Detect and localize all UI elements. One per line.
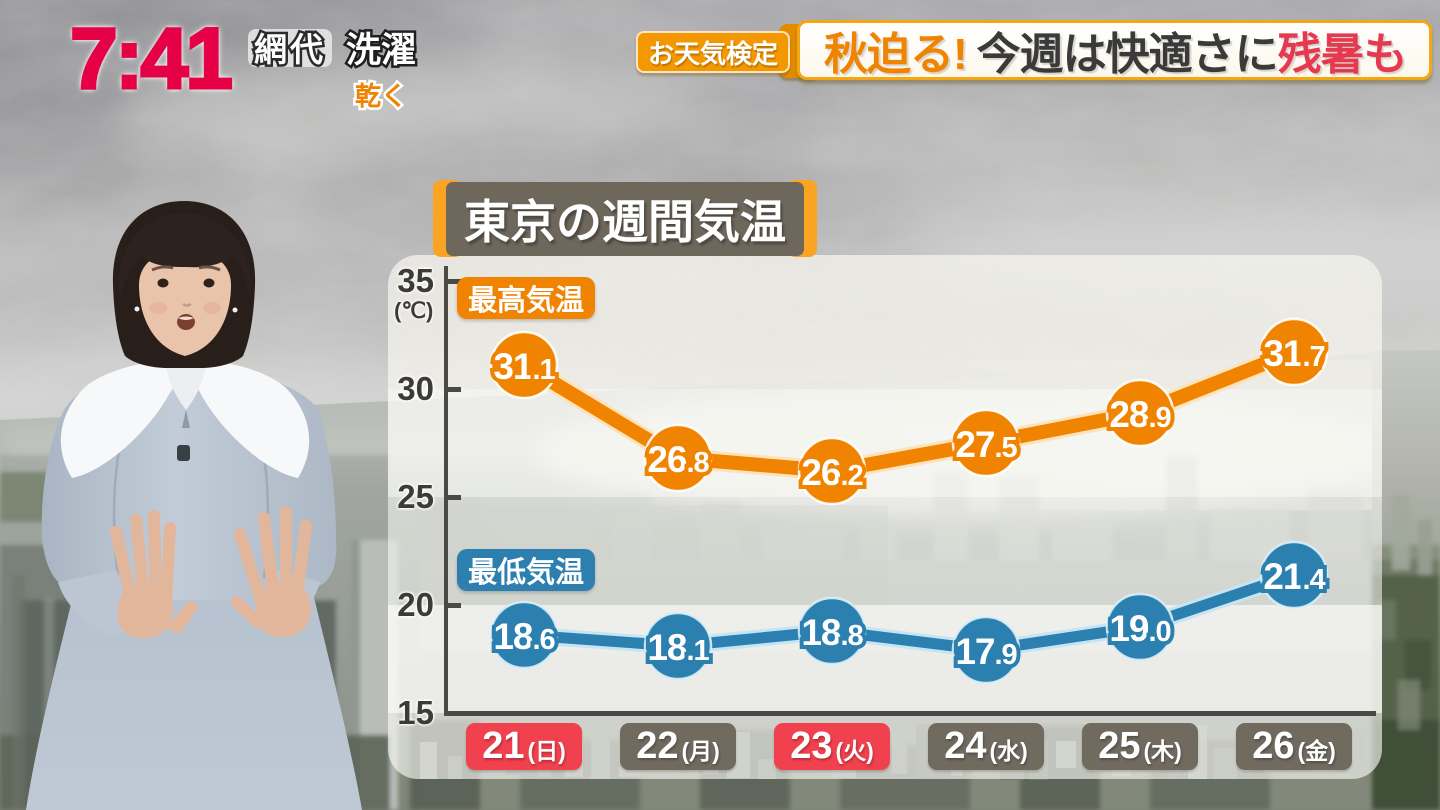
svg-text:28.9: 28.9 (1109, 394, 1171, 435)
svg-text:17.9: 17.9 (955, 631, 1017, 672)
svg-text:26.8: 26.8 (647, 439, 709, 480)
svg-text:乾く: 乾く (355, 81, 407, 111)
svg-text:26.2: 26.2 (801, 452, 862, 493)
svg-text:18.1: 18.1 (647, 627, 709, 668)
svg-text:21.4: 21.4 (1263, 556, 1325, 597)
svg-text:27.5: 27.5 (955, 424, 1017, 465)
svg-text:洗濯: 洗濯 (346, 31, 416, 70)
svg-text:19.0: 19.0 (1109, 608, 1170, 649)
svg-text:31.7: 31.7 (1263, 333, 1324, 374)
svg-text:網代: 網代 (254, 31, 326, 68)
